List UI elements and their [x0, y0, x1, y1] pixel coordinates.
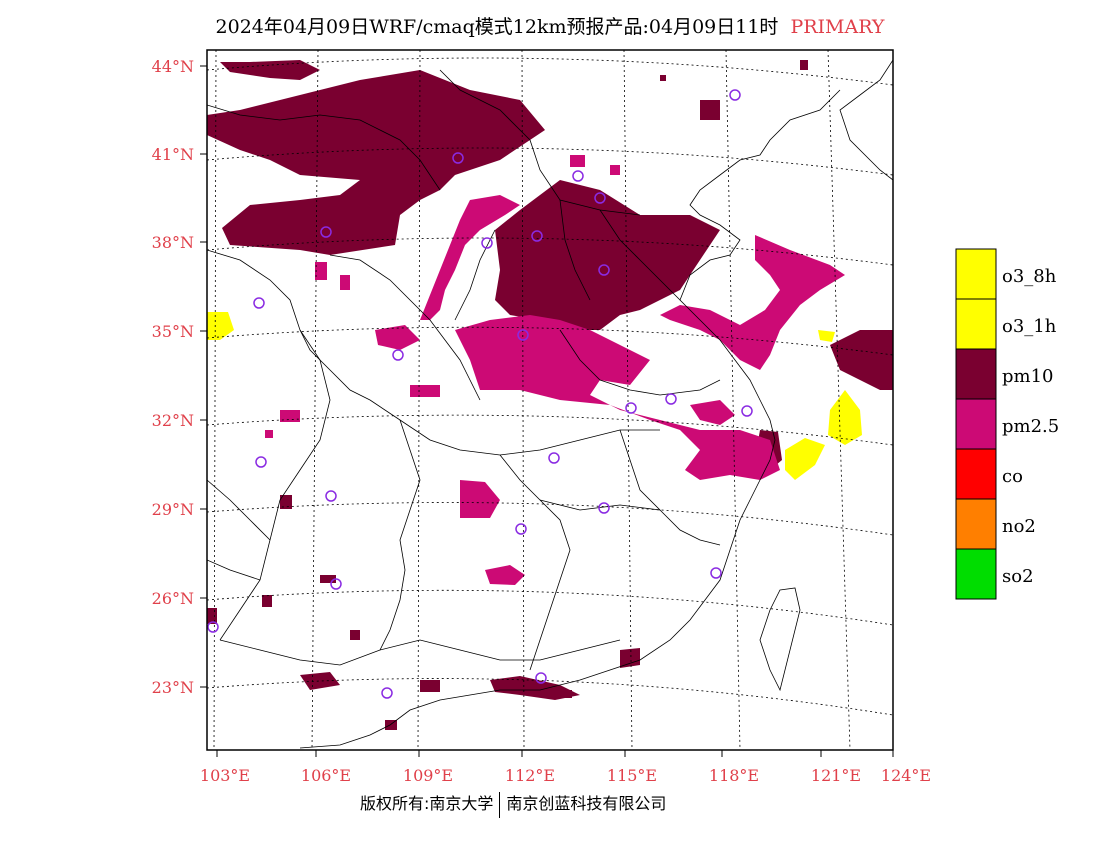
copyright-left: 版权所有:南京大学: [360, 794, 494, 813]
lon-label-112: 112°E: [505, 766, 555, 785]
o3-region-coast: [785, 438, 825, 480]
legend-label-co: co: [1002, 466, 1023, 487]
page-title: 2024年04月09日WRF/cmaq模式12km预报产品:04月09日11时 P…: [0, 12, 1100, 39]
pm25-region-east-coast: [690, 400, 735, 425]
pm10-region-south: [620, 648, 640, 668]
lon-label-121: 121°E: [811, 766, 861, 785]
lat-labels: 44°N 41°N 38°N 35°N 32°N 29°N 26°N 23°N: [152, 57, 194, 697]
map-area[interactable]: [206, 49, 894, 751]
lon-label-118: 118°E: [709, 766, 759, 785]
legend-swatch-so2: [955, 548, 997, 600]
o3-region-small: [818, 330, 835, 342]
legend-swatch-co: [955, 448, 997, 500]
lat-label-32: 32°N: [152, 411, 194, 430]
legend: o3_8h o3_1h pm10 pm2.5 co no2 so2: [955, 248, 1059, 600]
pm10-region-south-2: [300, 672, 340, 690]
legend-label-pm10: pm10: [1002, 366, 1054, 387]
lon-labels: 103°E 106°E 109°E 112°E 115°E 118°E 121°…: [200, 766, 931, 785]
pm25-region-northeast: [660, 235, 845, 370]
lat-label-38: 38°N: [152, 233, 194, 252]
title-tag: PRIMARY: [790, 16, 885, 38]
o3-region-east-sea: [828, 390, 862, 445]
pm10-region-north-top: [220, 60, 320, 80]
lat-label-23: 23°N: [152, 678, 194, 697]
lon-label-103: 103°E: [200, 766, 250, 785]
lon-label-109: 109°E: [403, 766, 453, 785]
legend-label-o31h: o3_1h: [1002, 316, 1057, 337]
legend-swatch-no2: [955, 498, 997, 550]
o3-region-west: [207, 312, 234, 340]
pm25-region-main: [455, 315, 780, 480]
lat-label-41: 41°N: [152, 145, 194, 164]
boundaries: [207, 59, 893, 749]
lat-label-44: 44°N: [152, 57, 194, 76]
footer-separator: [499, 791, 501, 818]
legend-label-so2: so2: [1002, 566, 1034, 587]
pm10-region-north: [207, 70, 545, 255]
lon-label-124: 124°E: [881, 766, 931, 785]
lat-label-29: 29°N: [152, 500, 194, 519]
title-text: 2024年04月09日WRF/cmaq模式12km预报产品:04月09日11时: [215, 16, 779, 38]
map-frame: [206, 49, 894, 751]
legend-label-pm25: pm2.5: [1002, 416, 1059, 437]
pm-speckles: [207, 60, 808, 730]
pm25-region-hunan: [460, 480, 500, 518]
lon-label-115: 115°E: [607, 766, 657, 785]
pm25-region-west: [375, 325, 420, 350]
pm25-region-south: [485, 565, 525, 585]
legend-label-o38h: o3_8h: [1002, 266, 1057, 287]
lon-label-106: 106°E: [301, 766, 351, 785]
pm10-region-east: [830, 330, 893, 390]
copyright-right: 南京创蓝科技有限公司: [506, 794, 667, 813]
pm25-region-north: [420, 195, 520, 320]
legend-swatch-o38h: [955, 248, 997, 300]
lat-label-26: 26°N: [152, 589, 194, 608]
legend-swatch-pm10: [955, 348, 997, 400]
pm10-region-south-3: [490, 676, 580, 700]
graticule: [207, 50, 893, 750]
copyright-footer: 版权所有:南京大学 南京创蓝科技有限公司: [360, 790, 666, 818]
legend-swatch-o31h: [955, 298, 997, 350]
legend-swatch-pm25: [955, 398, 997, 450]
station-markers: [207, 89, 753, 699]
axis-ticks: [200, 65, 894, 757]
legend-label-no2: no2: [1002, 516, 1036, 537]
lat-label-35: 35°N: [152, 322, 194, 341]
pm10-region-central: [495, 180, 720, 330]
